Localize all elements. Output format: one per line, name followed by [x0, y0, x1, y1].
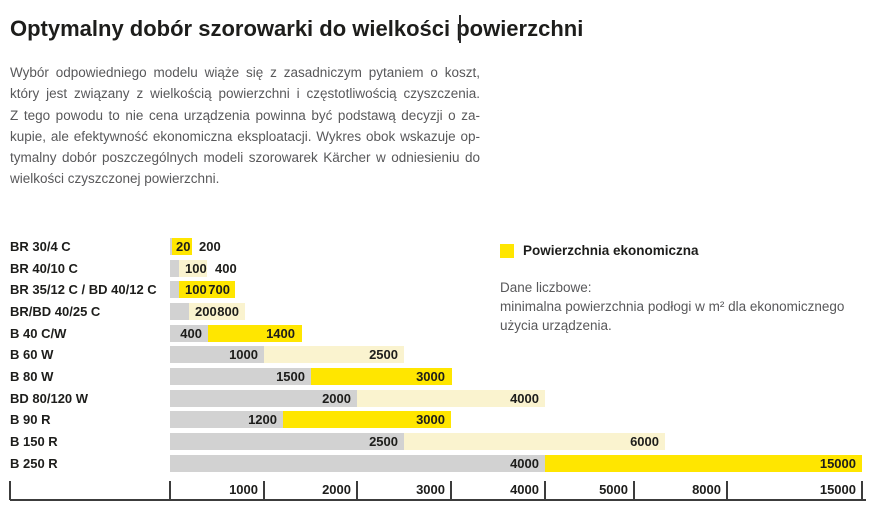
- min-value-label: 2000: [322, 391, 351, 406]
- axis-tick: [169, 481, 171, 500]
- base-bar: [170, 281, 179, 298]
- intro-line: który jest związany z wielkością powierz…: [10, 86, 480, 102]
- economic-bar: [283, 411, 451, 428]
- note-heading: Dane liczbowe:: [500, 280, 592, 295]
- max-value-label: 3000: [416, 412, 445, 427]
- row-label: B 60 W: [10, 347, 54, 362]
- max-value-label: 6000: [630, 434, 659, 449]
- economic-bar: [172, 238, 192, 255]
- row-label: BR 30/4 C: [10, 239, 71, 254]
- economic-bar: [179, 281, 235, 298]
- axis-tick: [356, 481, 358, 500]
- base-bar: [170, 455, 545, 472]
- axis-tick: [861, 481, 863, 500]
- intro-line: Wybór odpowiedniego modelu wiąże się z z…: [10, 65, 480, 80]
- legend-swatch-icon: [500, 243, 514, 258]
- axis-tick-label: 1000: [229, 482, 258, 497]
- min-value-label: 400: [180, 326, 202, 341]
- intro-line: wielkości czyszczonej powierzchni.: [10, 171, 220, 187]
- note-block: Dane liczbowe: minimalna powierzchnia po…: [500, 278, 844, 335]
- axis-tick: [544, 481, 546, 500]
- row-label: BR 35/12 C / BD 40/12 C: [10, 282, 157, 297]
- economic-bar: [189, 303, 245, 320]
- base-bar: [170, 260, 179, 277]
- min-value-label: 100: [185, 282, 207, 297]
- row-label: BR 40/10 C: [10, 261, 78, 276]
- min-value-label: 1200: [248, 412, 277, 427]
- intro-line: Z tego powodu to nie cena urządzenia pow…: [10, 107, 480, 123]
- axis-tick: [450, 481, 452, 500]
- legend: Powierzchnia ekonomiczna: [500, 243, 699, 258]
- axis-tick-label: 2000: [322, 482, 351, 497]
- base-bar: [170, 238, 172, 255]
- page-title: Optymalny dobór szorowarki do wielkości …: [10, 16, 584, 41]
- axis-tick: [726, 481, 728, 500]
- min-value-label: 20: [176, 239, 191, 254]
- base-bar: [170, 325, 208, 342]
- max-value-label: 15000: [819, 456, 856, 471]
- max-value-label: 3000: [416, 369, 445, 384]
- min-value-label: 2500: [369, 434, 398, 449]
- axis-tick-label: 15000: [819, 482, 856, 497]
- intro-paragraph: Wybór odpowiedniego modelu wiąże się z z…: [10, 62, 480, 190]
- min-value-label: 100: [185, 261, 207, 276]
- row-label: B 40 C/W: [10, 326, 67, 341]
- axis-tick: [633, 481, 635, 500]
- row-label: B 80 W: [10, 369, 54, 384]
- base-bar: [170, 390, 357, 407]
- economic-bar: [311, 368, 452, 385]
- note-line: minimalna powierzchnia podłogi w m² dla …: [500, 299, 845, 314]
- axis-tick-label: 5000: [599, 482, 628, 497]
- base-bar: [170, 346, 264, 363]
- min-value-label: 4000: [510, 456, 539, 471]
- min-value-label: 200: [195, 304, 217, 319]
- axis-tick: [263, 481, 265, 500]
- max-value-label: 4000: [510, 391, 539, 406]
- economic-bar: [357, 390, 545, 407]
- economic-bar: [404, 433, 665, 450]
- row-label: B 250 R: [10, 456, 58, 471]
- base-bar: [170, 433, 404, 450]
- max-value-label: 1400: [266, 326, 295, 341]
- row-label: BD 80/120 W: [10, 391, 89, 406]
- economic-bar: [545, 455, 862, 472]
- note-line: użycia urządzenia.: [500, 318, 612, 333]
- axis-tick: [9, 481, 11, 500]
- text-cursor: [459, 15, 461, 43]
- intro-line: kupie, ale efektywność ekonomiczna ekspl…: [10, 128, 480, 144]
- base-bar: [170, 368, 311, 385]
- axis-baseline: [10, 499, 866, 501]
- row-label: B 90 R: [10, 412, 51, 427]
- intro-line: tymalny dobór poszczególnych modeli szor…: [10, 150, 480, 166]
- economic-bar: [264, 346, 404, 363]
- economic-bar: [208, 325, 302, 342]
- economic-bar: [179, 260, 207, 277]
- row-label: BR/BD 40/25 C: [10, 304, 101, 319]
- base-bar: [170, 303, 189, 320]
- base-bar: [170, 411, 283, 428]
- legend-label: Powierzchnia ekonomiczna: [523, 243, 699, 258]
- axis-tick-label: 8000: [692, 482, 721, 497]
- row-label: B 150 R: [10, 434, 58, 449]
- min-value-label: 1500: [276, 369, 305, 384]
- axis-tick-label: 3000: [416, 482, 445, 497]
- max-value-label: 400: [215, 261, 237, 276]
- max-value-label: 200: [199, 239, 221, 254]
- max-value-label: 700: [208, 282, 230, 297]
- max-value-label: 2500: [369, 347, 398, 362]
- axis-tick-label: 4000: [510, 482, 539, 497]
- min-value-label: 1000: [229, 347, 258, 362]
- max-value-label: 800: [217, 304, 239, 319]
